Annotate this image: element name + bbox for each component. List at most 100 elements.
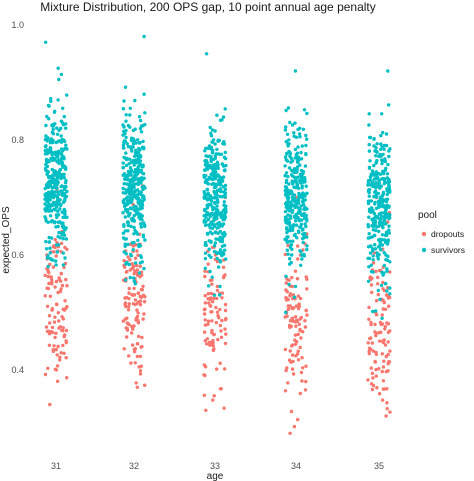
data-point-survivors: [208, 225, 212, 230]
data-point-dropouts: [216, 337, 220, 342]
data-point-survivors: [48, 175, 52, 179]
data-point-survivors: [49, 99, 53, 104]
data-point-survivors: [212, 163, 217, 167]
data-point-dropouts: [202, 330, 207, 334]
data-point-survivors: [366, 201, 371, 206]
data-point-survivors: [44, 123, 48, 128]
data-point-dropouts: [135, 301, 139, 305]
data-point-survivors: [62, 172, 66, 176]
data-point-dropouts: [53, 285, 57, 289]
data-point-dropouts: [283, 252, 287, 257]
data-point-survivors: [204, 158, 208, 163]
data-point-survivors: [57, 202, 61, 206]
data-point-survivors: [287, 228, 291, 233]
data-point-survivors: [299, 250, 303, 254]
data-point-dropouts: [58, 325, 63, 329]
data-point-survivors: [296, 175, 300, 179]
data-point-dropouts: [48, 321, 52, 325]
data-point-survivors: [46, 103, 51, 108]
data-point-survivors: [384, 208, 388, 212]
data-point-survivors: [372, 195, 376, 199]
data-point-survivors: [51, 203, 55, 207]
data-point-dropouts: [368, 275, 372, 279]
data-point-survivors: [224, 163, 228, 168]
data-point-dropouts: [381, 287, 385, 291]
data-point-survivors: [369, 269, 374, 274]
data-point-dropouts: [299, 370, 304, 375]
data-point-survivors: [56, 190, 60, 194]
data-point-dropouts: [130, 343, 135, 347]
data-point-survivors: [295, 236, 299, 240]
data-point-survivors: [283, 193, 288, 197]
data-point-dropouts: [296, 294, 300, 298]
data-point-dropouts: [303, 319, 307, 323]
data-point-survivors: [387, 204, 391, 208]
data-point-dropouts: [294, 304, 299, 308]
data-point-survivors: [122, 146, 126, 150]
data-point-survivors: [285, 159, 290, 163]
data-point-survivors: [121, 123, 125, 127]
data-point-dropouts: [127, 354, 131, 358]
data-point-dropouts: [385, 293, 389, 297]
data-point-survivors: [46, 254, 50, 258]
data-point-survivors: [370, 224, 374, 228]
data-point-dropouts: [59, 241, 64, 245]
data-point-survivors: [215, 204, 219, 208]
data-point-dropouts: [366, 341, 370, 345]
data-point-survivors: [44, 247, 49, 251]
data-point-survivors: [61, 221, 65, 225]
data-point-survivors: [132, 214, 136, 218]
data-point-survivors: [378, 242, 383, 246]
data-point-survivors: [293, 216, 297, 220]
data-point-dropouts: [298, 296, 303, 301]
data-point-survivors: [127, 262, 131, 267]
data-point-survivors: [44, 162, 48, 167]
data-point-dropouts: [300, 379, 304, 383]
data-point-dropouts: [126, 255, 130, 259]
data-point-survivors: [126, 195, 130, 199]
data-point-survivors: [133, 98, 137, 103]
data-point-dropouts: [375, 386, 379, 390]
data-point-survivors: [381, 130, 385, 135]
data-point-survivors: [212, 206, 216, 210]
data-point-dropouts: [371, 383, 376, 388]
data-point-dropouts: [385, 401, 389, 405]
data-point-survivors: [142, 266, 146, 271]
data-point-survivors: [384, 166, 388, 171]
data-point-survivors: [207, 144, 212, 148]
data-point-survivors: [376, 191, 381, 196]
data-point-survivors: [376, 288, 380, 293]
data-point-survivors: [291, 239, 295, 243]
data-point-survivors: [203, 266, 207, 270]
data-point-survivors: [388, 292, 392, 296]
data-point-dropouts: [385, 387, 389, 391]
data-point-dropouts: [125, 269, 129, 274]
data-point-survivors: [373, 202, 377, 206]
data-point-survivors: [205, 203, 209, 208]
data-point-survivors: [287, 142, 291, 146]
data-point-survivors: [208, 125, 212, 130]
data-point-survivors: [213, 142, 217, 146]
data-point-dropouts: [142, 312, 146, 316]
data-point-survivors: [379, 142, 383, 146]
data-point-dropouts: [58, 358, 62, 362]
data-point-survivors: [214, 170, 218, 174]
data-point-survivors: [218, 251, 222, 256]
data-point-survivors: [291, 182, 295, 186]
data-point-survivors: [209, 199, 214, 203]
data-point-dropouts: [57, 276, 61, 280]
data-point-dropouts: [298, 345, 302, 350]
data-point-survivors: [305, 191, 309, 195]
data-point-survivors: [288, 200, 293, 204]
data-point-survivors: [46, 180, 51, 185]
data-point-survivors: [384, 143, 389, 148]
data-point-dropouts: [130, 324, 134, 329]
data-point-survivors: [287, 182, 291, 186]
data-point-survivors: [133, 228, 137, 233]
data-point-dropouts: [211, 344, 215, 348]
data-point-dropouts: [367, 351, 371, 356]
data-point-survivors: [44, 217, 48, 221]
data-point-survivors: [137, 141, 142, 145]
data-point-survivors: [122, 99, 126, 103]
data-point-survivors: [286, 252, 290, 256]
